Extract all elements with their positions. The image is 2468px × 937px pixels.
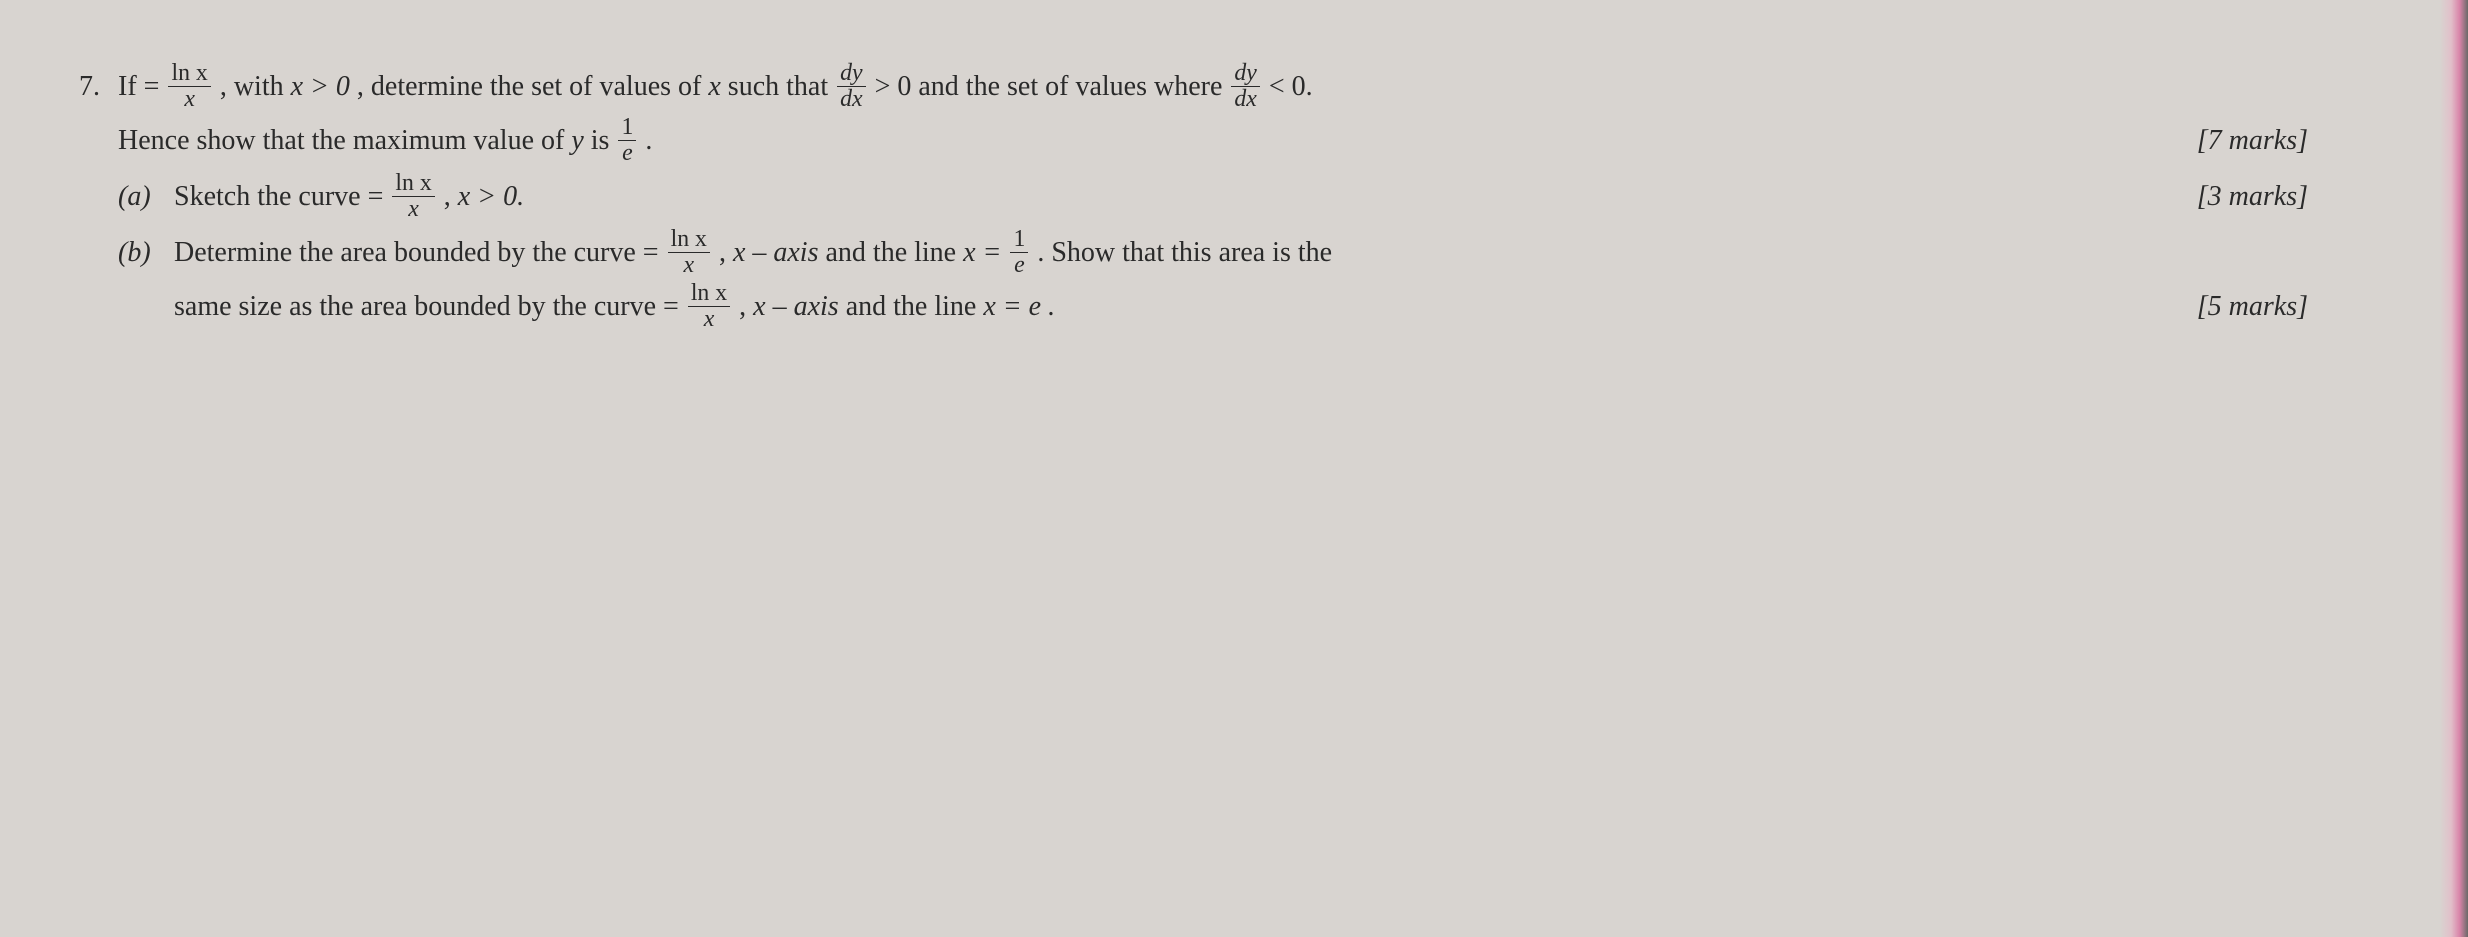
part-b-text2: same size as the area bounded by the cur… — [174, 280, 2173, 334]
fraction-lnx-x: ln x x — [168, 61, 210, 112]
text-segment: , with — [220, 71, 291, 102]
numerator: ln x — [668, 227, 710, 252]
main-statement-row: If = ln x x , with x > 0 , determine the… — [118, 60, 2428, 114]
text-segment: such that — [728, 71, 835, 102]
question-number: 7. — [60, 60, 100, 334]
text-segment: If = — [118, 71, 159, 102]
gt-zero: > 0 — [875, 71, 912, 102]
text-segment: Sketch the curve = — [174, 181, 390, 212]
fraction-1-e: 1 e — [618, 115, 636, 166]
x-axis: x – axis — [753, 291, 839, 322]
fraction-lnx-x: ln x x — [688, 281, 730, 332]
text-segment: is — [591, 125, 617, 156]
numerator: dy — [837, 61, 865, 86]
part-b: (b) Determine the area bounded by the cu… — [118, 226, 2428, 334]
part-a-text: Sketch the curve = ln x x , x > 0. — [174, 170, 2173, 224]
part-b-label: (b) — [118, 226, 162, 334]
marks-a: [3 marks] — [2197, 170, 2428, 223]
text-segment: and the set of values where — [918, 71, 1229, 102]
numerator: ln x — [392, 171, 434, 196]
text-segment: , determine the set of values of — [357, 71, 708, 102]
text-segment: , — [739, 291, 753, 322]
denominator: x — [392, 196, 434, 222]
text-segment: Hence show that the maximum value of — [118, 125, 571, 156]
numerator: 1 — [618, 115, 636, 140]
part-a-row: Sketch the curve = ln x x , x > 0. [3 ma… — [174, 170, 2428, 224]
part-a-label: (a) — [118, 170, 162, 224]
text-segment: same size as the area bounded by the cur… — [174, 291, 686, 322]
condition: x > 0. — [458, 181, 524, 212]
fraction-1-e: 1 e — [1010, 227, 1028, 278]
question-body: If = ln x x , with x > 0 , determine the… — [118, 60, 2428, 334]
variable-y: y — [571, 125, 590, 156]
numerator: 1 — [1010, 227, 1028, 252]
x-axis: x – axis — [733, 237, 819, 268]
text-segment: and the line — [825, 237, 963, 268]
denominator: e — [1010, 252, 1028, 278]
hence-row: Hence show that the maximum value of y i… — [118, 114, 2428, 168]
text-segment: , — [444, 181, 458, 212]
numerator: ln x — [688, 281, 730, 306]
part-b-row2: same size as the area bounded by the cur… — [174, 280, 2428, 334]
part-b-row1: Determine the area bounded by the curve … — [174, 226, 2428, 280]
question-7: 7. If = ln x x , with x > 0 , determine … — [60, 60, 2428, 334]
fraction-dydx: dy dx — [837, 61, 865, 112]
part-a: (a) Sketch the curve = ln x x , x > 0. [… — [118, 170, 2428, 224]
hence-statement: Hence show that the maximum value of y i… — [118, 114, 2173, 168]
variable-x: x — [708, 71, 720, 102]
numerator: dy — [1231, 61, 1259, 86]
text-segment: , — [719, 237, 733, 268]
denominator: x — [688, 306, 730, 332]
text-segment: Determine the area bounded by the curve … — [174, 237, 666, 268]
denominator: x — [168, 86, 210, 112]
marks-main: [7 marks] — [2197, 114, 2428, 167]
denominator: dx — [1231, 86, 1259, 112]
denominator: x — [668, 252, 710, 278]
text-segment: . — [645, 125, 652, 156]
lt-zero: < 0. — [1269, 71, 1313, 102]
fraction-dydx: dy dx — [1231, 61, 1259, 112]
page-edge-decoration — [2440, 0, 2468, 937]
denominator: e — [618, 140, 636, 166]
text-segment: and the line — [846, 291, 984, 322]
numerator: ln x — [168, 61, 210, 86]
line-eq: x = e . — [983, 291, 1055, 322]
fraction-lnx-x: ln x x — [668, 227, 710, 278]
part-b-text1: Determine the area bounded by the curve … — [174, 226, 2428, 280]
fraction-lnx-x: ln x x — [392, 171, 434, 222]
text-segment: . Show that this area is the — [1037, 237, 1332, 268]
condition: x > 0 — [291, 71, 350, 102]
denominator: dx — [837, 86, 865, 112]
main-statement: If = ln x x , with x > 0 , determine the… — [118, 60, 2428, 114]
marks-b: [5 marks] — [2197, 280, 2428, 333]
line-eq-lhs: x = — [963, 237, 1008, 268]
